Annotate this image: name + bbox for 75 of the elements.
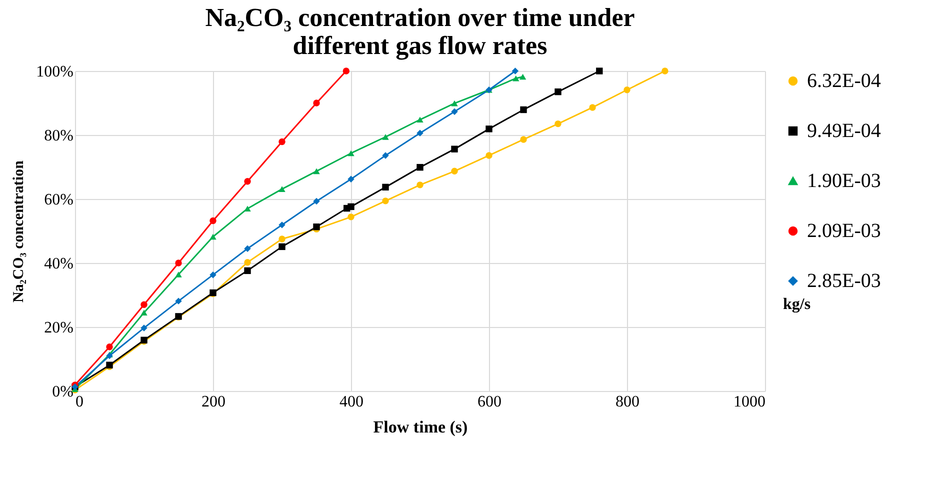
- point: [486, 152, 492, 159]
- point: [520, 106, 527, 114]
- y-tick-label: 40%: [44, 256, 74, 272]
- point: [382, 198, 389, 204]
- point: [175, 272, 182, 278]
- point: [342, 68, 350, 74]
- point: [451, 108, 458, 115]
- point: [382, 184, 389, 191]
- point: [486, 126, 492, 132]
- point: [512, 68, 519, 74]
- point: [313, 198, 320, 205]
- legend-label: 1.90E-03: [807, 170, 881, 192]
- y-tick-label: 80%: [44, 128, 74, 144]
- point: [140, 310, 148, 316]
- y-tick-label: 20%: [44, 320, 74, 336]
- point: [278, 222, 286, 228]
- point: [596, 68, 603, 74]
- point: [416, 182, 424, 188]
- point: [244, 178, 251, 185]
- x-axis-title: Flow time (s): [373, 418, 468, 436]
- point: [175, 298, 182, 304]
- point: [210, 217, 216, 224]
- point: [554, 120, 562, 128]
- point: [519, 74, 526, 80]
- point: [313, 223, 320, 230]
- point: [244, 206, 251, 212]
- y-tick-label: 0%: [52, 384, 74, 400]
- x-tick-label: 1000: [734, 394, 766, 410]
- point: [348, 150, 354, 156]
- point: [140, 324, 148, 332]
- point: [520, 136, 527, 143]
- point: [624, 86, 630, 94]
- legend-label: 2.85E-03: [807, 270, 881, 292]
- point: [313, 168, 320, 174]
- point: [244, 259, 251, 266]
- point: [278, 186, 286, 192]
- point: [278, 138, 286, 146]
- chart-title: Na₂CO₃ concentration over time under different gas flow rates: [205, 3, 635, 60]
- point: [554, 88, 562, 96]
- point: [278, 236, 286, 242]
- point: [382, 152, 389, 159]
- point: [348, 203, 354, 210]
- point: [451, 146, 458, 152]
- point: [244, 267, 251, 274]
- point: [589, 104, 596, 111]
- legend-label: 2.09E-03: [807, 220, 881, 242]
- point: [416, 130, 424, 136]
- point: [382, 134, 389, 140]
- point: [210, 271, 216, 278]
- point: [244, 245, 251, 252]
- point: [106, 343, 113, 350]
- point: [175, 260, 182, 266]
- point: [451, 168, 458, 175]
- point: [416, 116, 424, 123]
- legend-label: 9.49E-04: [807, 120, 881, 142]
- point: [662, 68, 668, 74]
- point: [278, 243, 286, 250]
- point: [210, 234, 216, 240]
- x-tick-label: 800: [616, 394, 640, 410]
- x-tick-label: 400: [340, 394, 364, 410]
- y-tick-label: 100%: [36, 64, 74, 80]
- point: [416, 164, 424, 171]
- y-axis-title: Na₂CO₃ concentration: [11, 160, 28, 302]
- point: [140, 301, 148, 308]
- x-tick-label: 0: [76, 394, 84, 410]
- x-tick-label: 600: [478, 394, 502, 410]
- point: [348, 176, 354, 183]
- y-tick-label: 60%: [44, 192, 74, 208]
- point: [451, 100, 458, 106]
- x-tick-label: 200: [202, 394, 226, 410]
- point: [512, 75, 520, 82]
- legend-title: kg/s: [783, 296, 811, 313]
- point: [348, 214, 354, 220]
- legend-label: 6.32E-04: [807, 70, 881, 92]
- point: [313, 100, 320, 106]
